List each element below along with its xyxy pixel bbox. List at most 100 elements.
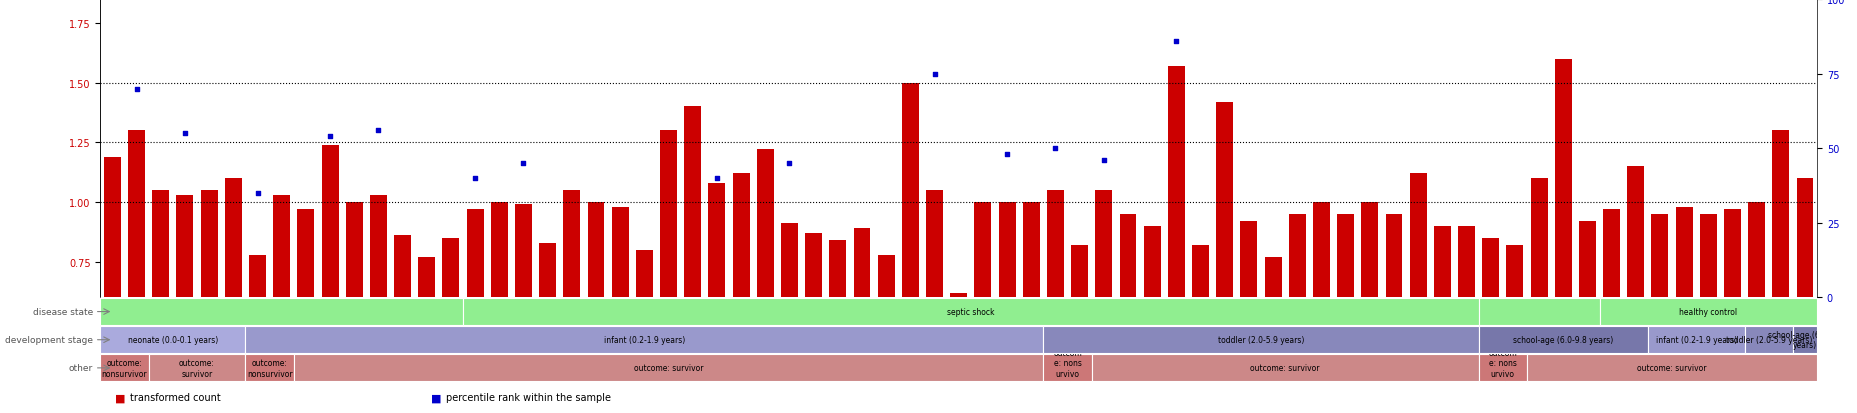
Bar xyxy=(1092,354,1478,382)
Bar xyxy=(201,190,217,413)
Bar xyxy=(1792,326,1816,354)
Bar xyxy=(659,131,676,413)
Bar xyxy=(732,174,748,413)
Bar xyxy=(1675,207,1692,413)
Bar xyxy=(1021,202,1040,413)
Bar xyxy=(635,250,652,413)
Bar xyxy=(1337,214,1354,413)
Bar xyxy=(1772,131,1788,413)
Bar xyxy=(1313,202,1330,413)
Bar xyxy=(1361,202,1378,413)
Bar xyxy=(1385,214,1402,413)
Text: outcome: survivor: outcome: survivor xyxy=(1250,363,1318,373)
Bar xyxy=(1265,257,1281,413)
Bar xyxy=(756,150,773,413)
Text: healthy control: healthy control xyxy=(1679,307,1736,316)
Bar xyxy=(973,202,992,413)
Bar xyxy=(1651,214,1668,413)
Bar xyxy=(1599,298,1816,325)
Bar xyxy=(466,210,483,413)
Point xyxy=(171,131,201,137)
Point xyxy=(774,161,804,167)
Bar xyxy=(1747,202,1764,413)
Bar xyxy=(1120,214,1136,413)
Bar xyxy=(149,354,245,382)
Point xyxy=(243,190,273,197)
Text: disease state: disease state xyxy=(33,307,93,316)
Point xyxy=(364,128,394,134)
Bar xyxy=(1289,214,1305,413)
Bar xyxy=(1478,326,1647,354)
Text: school-age (6.0-9.8
years): school-age (6.0-9.8 years) xyxy=(1768,330,1840,349)
Point xyxy=(992,152,1021,158)
Bar xyxy=(100,354,149,382)
Point xyxy=(123,86,152,93)
Bar xyxy=(877,255,895,413)
Bar xyxy=(563,190,579,413)
Point xyxy=(461,176,490,182)
Bar xyxy=(345,202,362,413)
Bar xyxy=(997,202,1016,413)
Bar xyxy=(611,207,628,413)
Bar xyxy=(1240,221,1257,413)
Bar xyxy=(708,183,724,413)
Bar xyxy=(1530,179,1547,413)
Bar xyxy=(828,241,845,413)
Bar xyxy=(1478,298,1599,325)
Bar xyxy=(442,238,459,413)
Bar xyxy=(1096,190,1112,413)
Text: other: other xyxy=(69,363,93,373)
Bar xyxy=(1506,245,1523,413)
Bar xyxy=(1044,354,1092,382)
Bar xyxy=(804,233,821,413)
Bar xyxy=(683,107,700,413)
Bar xyxy=(128,131,145,413)
Point xyxy=(702,176,732,182)
Bar xyxy=(297,210,314,413)
Bar xyxy=(394,236,410,413)
Bar xyxy=(1554,59,1571,413)
Bar xyxy=(293,354,1044,382)
Bar xyxy=(1647,326,1744,354)
Bar xyxy=(1458,226,1474,413)
Point xyxy=(316,134,345,140)
Bar xyxy=(1796,179,1812,413)
Bar xyxy=(418,257,435,413)
Bar xyxy=(539,243,555,413)
Bar xyxy=(1526,354,1816,382)
Text: toddler (2.0-5.9 years): toddler (2.0-5.9 years) xyxy=(1216,335,1304,344)
Bar xyxy=(780,224,797,413)
Bar xyxy=(1192,245,1209,413)
Bar xyxy=(100,326,245,354)
Text: outcom
e: nons
urvivo
r: outcom e: nons urvivo r xyxy=(1053,348,1081,388)
Bar xyxy=(1744,326,1792,354)
Text: outcom
e: nons
urvivo
r: outcom e: nons urvivo r xyxy=(1487,348,1517,388)
Bar xyxy=(370,195,386,413)
Bar xyxy=(1478,354,1526,382)
Bar xyxy=(321,145,338,413)
Bar xyxy=(1603,210,1619,413)
Bar xyxy=(1044,326,1478,354)
Bar xyxy=(245,326,1044,354)
Bar xyxy=(462,298,1478,325)
Bar xyxy=(1482,238,1499,413)
Bar xyxy=(1071,245,1088,413)
Text: infant (0.2-1.9 years): infant (0.2-1.9 years) xyxy=(1655,335,1736,344)
Text: infant (0.2-1.9 years): infant (0.2-1.9 years) xyxy=(604,335,685,344)
Bar xyxy=(1434,226,1450,413)
Bar xyxy=(1216,102,1233,413)
Point xyxy=(1088,157,1118,164)
Text: septic shock: septic shock xyxy=(947,307,993,316)
Bar xyxy=(100,298,462,325)
Text: neonate (0.0-0.1 years): neonate (0.0-0.1 years) xyxy=(128,335,217,344)
Bar xyxy=(1723,210,1740,413)
Bar xyxy=(1168,67,1185,413)
Bar xyxy=(104,157,121,413)
Bar xyxy=(152,190,169,413)
Text: toddler (2.0-5.9 years): toddler (2.0-5.9 years) xyxy=(1725,335,1811,344)
Bar xyxy=(852,229,869,413)
Bar xyxy=(245,354,293,382)
Text: outcome: survivor: outcome: survivor xyxy=(633,363,704,373)
Text: development stage: development stage xyxy=(6,335,93,344)
Bar xyxy=(514,205,531,413)
